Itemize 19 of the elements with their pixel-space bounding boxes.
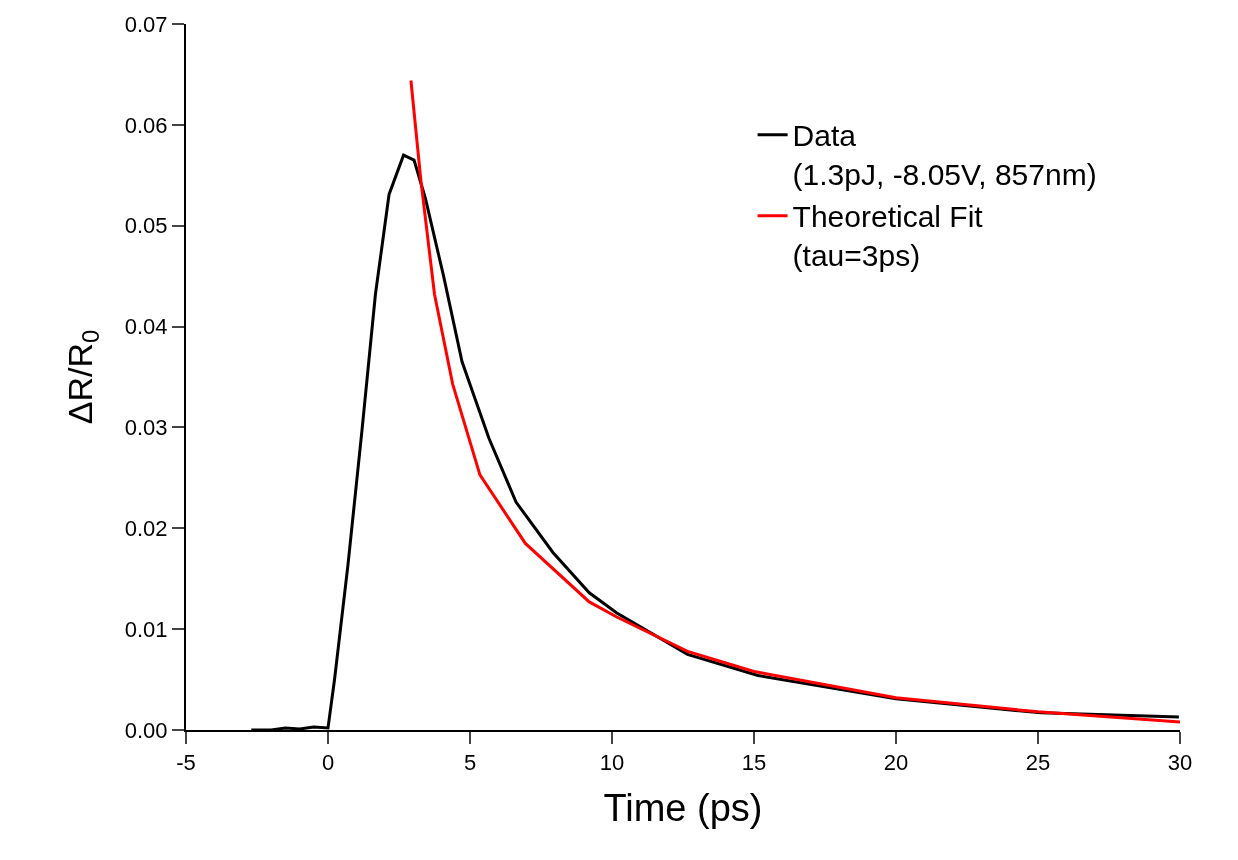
y-tick-label: 0.01 [124,616,168,642]
y-tick-label: 0.07 [124,11,168,37]
legend-label: Data (1.3pJ, -8.05V, 857nm) [792,119,1097,192]
x-tick-label: 0 [321,750,335,776]
legend-label: Theoretical Fit (tau=3ps) [792,200,984,273]
x-tick-label: 5 [463,750,477,776]
y-tick-label: 0.02 [124,515,168,541]
x-axis-title: Time (ps) [603,787,763,829]
x-tick-label: 30 [1167,750,1193,776]
y-tick-label: 0.06 [124,112,168,138]
x-tick-label: 10 [599,750,625,776]
x-tick-label: 20 [883,750,909,776]
x-tick-label: 15 [741,750,767,776]
y-tick-label: 0.04 [124,314,168,340]
y-tick-label: 0.00 [124,717,168,743]
y-tick-label: 0.05 [124,213,168,239]
x-tick-label: 25 [1025,750,1051,776]
y-tick-label: 0.03 [124,415,168,441]
x-tick-label: -5 [176,750,196,776]
